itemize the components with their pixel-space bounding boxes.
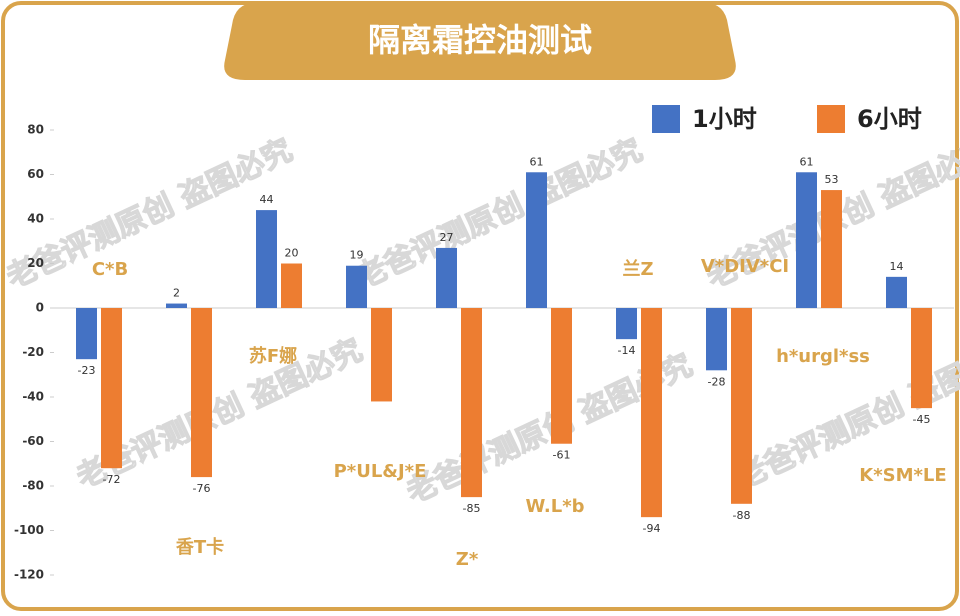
data-label: 14 (890, 260, 904, 273)
y-tick-label: -20 (22, 345, 44, 359)
product-label: 香T卡 (175, 536, 224, 558)
y-tick-label: -40 (22, 390, 44, 404)
data-label: 44 (260, 193, 274, 206)
product-label: 兰Z (622, 258, 653, 280)
y-tick-label: 80 (27, 123, 44, 137)
product-label: V*DIV*CI (701, 256, 789, 277)
bar (886, 276, 907, 308)
bar (191, 308, 212, 478)
y-tick-label: 40 (27, 212, 44, 226)
data-label: 53 (825, 173, 839, 186)
data-label: -88 (733, 509, 751, 522)
data-label: -85 (463, 502, 481, 515)
chart-title: 隔离霜控油测试 (368, 21, 592, 59)
y-tick-label: -120 (14, 568, 44, 582)
data-label: 20 (285, 247, 299, 260)
y-tick-label: 60 (27, 167, 44, 181)
y-tick-label: -80 (22, 479, 44, 493)
bar (821, 190, 842, 308)
product-label: P*UL&J*E (334, 461, 427, 482)
data-label: -94 (643, 522, 661, 535)
product-label: Z* (456, 549, 479, 570)
bar (731, 308, 752, 504)
bar (346, 265, 367, 308)
product-label: W.L*b (526, 496, 585, 517)
data-label: 19 (350, 249, 364, 262)
bar (461, 308, 482, 498)
product-label: K*SM*LE (859, 465, 946, 486)
bar (551, 308, 572, 444)
bar (436, 247, 457, 308)
bar (911, 308, 932, 409)
legend-swatch (817, 105, 845, 133)
y-tick-label: -100 (14, 523, 44, 537)
product-label: h*urgl*ss (776, 346, 870, 367)
y-tick-label: -60 (22, 434, 44, 448)
product-label: 苏F娜 (249, 345, 297, 367)
y-tick-label: 0 (36, 301, 44, 315)
data-label: -72 (103, 473, 121, 486)
data-label: 61 (800, 155, 814, 168)
bar (371, 308, 392, 402)
bar (256, 210, 277, 308)
legend-label: 1小时 (692, 105, 757, 133)
bar (616, 308, 637, 340)
data-label: -45 (913, 413, 931, 426)
data-label: -23 (78, 364, 96, 377)
data-label: -14 (618, 344, 636, 357)
data-label: 27 (440, 231, 454, 244)
bar (706, 308, 727, 371)
legend-label: 6小时 (857, 105, 922, 133)
bar (796, 172, 817, 308)
product-label: C*B (92, 259, 128, 280)
data-label: 61 (530, 155, 544, 168)
bar (76, 308, 97, 360)
title-banner (224, 3, 736, 80)
bar (101, 308, 122, 469)
data-label: -61 (553, 449, 571, 462)
bar (281, 263, 302, 308)
bar (166, 303, 187, 308)
legend-swatch (652, 105, 680, 133)
bar (526, 172, 547, 308)
y-tick-label: 20 (27, 256, 44, 270)
data-label: -28 (708, 375, 726, 388)
bar (641, 308, 662, 518)
data-label: 2 (173, 287, 180, 300)
data-label: -76 (193, 482, 211, 495)
